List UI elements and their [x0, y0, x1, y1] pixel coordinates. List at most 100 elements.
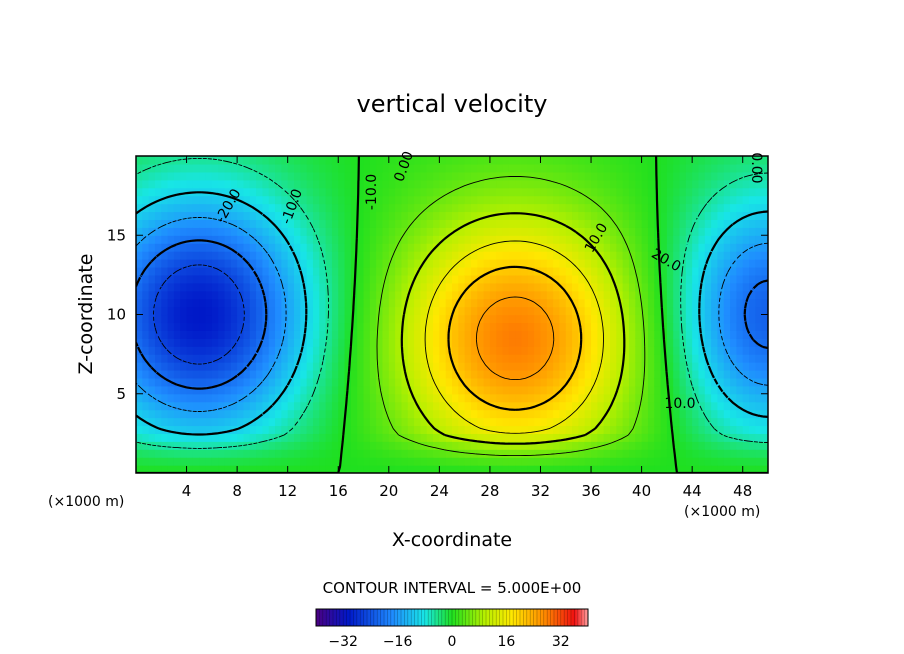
heatmap-cell [376, 369, 384, 379]
heatmap-cell [319, 274, 327, 284]
heatmap-cell [211, 187, 219, 197]
heatmap-cell [692, 433, 700, 442]
heatmap-cell [603, 266, 611, 276]
heatmap-cell [376, 227, 384, 236]
heatmap-cell [730, 163, 737, 173]
heatmap-cell [603, 163, 611, 173]
heatmap-cell [407, 377, 415, 387]
heatmap-cell [154, 219, 162, 228]
heatmap-cell [376, 211, 384, 221]
heatmap-cell [628, 465, 636, 473]
heatmap-cell [136, 235, 143, 244]
heatmap-cell [666, 449, 674, 458]
heatmap-cell [331, 330, 339, 339]
heatmap-cell [483, 266, 491, 276]
heatmap-cell [275, 449, 282, 458]
heatmap-cell [312, 227, 320, 236]
heatmap-cell [388, 203, 396, 213]
heatmap-cell [692, 338, 700, 347]
heatmap-cell [502, 298, 510, 308]
heatmap-cell [256, 235, 263, 244]
heatmap-cell [761, 266, 768, 276]
heatmap-cell [578, 298, 586, 308]
heatmap-cell [489, 393, 497, 403]
x-tick-label: 4 [182, 482, 192, 500]
heatmap-cell [489, 433, 497, 442]
heatmap-cell [230, 187, 238, 197]
heatmap-cell [401, 235, 409, 244]
heatmap-cell [224, 346, 232, 355]
heatmap-cell [211, 266, 219, 276]
heatmap-cell [148, 282, 156, 292]
heatmap-cell [647, 314, 655, 324]
heatmap-cell [312, 266, 320, 276]
heatmap-cell [654, 449, 662, 458]
heatmap-cell [237, 274, 245, 284]
heatmap-cell [534, 187, 542, 197]
heatmap-cell [603, 187, 611, 197]
heatmap-cell [591, 322, 598, 331]
heatmap-cell [692, 465, 700, 473]
heatmap-cell [559, 338, 567, 347]
heatmap-cell [243, 282, 251, 292]
heatmap-cell [597, 187, 605, 197]
heatmap-cell [622, 346, 630, 355]
heatmap-cell [559, 441, 567, 450]
heatmap-cell [338, 338, 346, 347]
heatmap-cell [420, 330, 428, 339]
heatmap-cell [388, 457, 396, 466]
heatmap-cell [192, 298, 200, 308]
heatmap-cell [294, 322, 301, 331]
heatmap-cell [287, 235, 295, 244]
heatmap-cell [515, 163, 523, 173]
heatmap-cell [142, 282, 150, 292]
heatmap-cell [173, 409, 181, 419]
heatmap-cell [357, 433, 365, 442]
heatmap-cell [395, 330, 403, 339]
heatmap-cell [730, 385, 737, 395]
heatmap-cell [666, 385, 674, 395]
heatmap-cell [312, 282, 320, 292]
heatmap-cell [192, 322, 200, 331]
heatmap-cell [205, 362, 213, 371]
heatmap-cell [388, 187, 396, 197]
heatmap-cell [641, 251, 649, 260]
contour-line [475, 296, 555, 381]
heatmap-cell [584, 330, 592, 339]
heatmap-cell [350, 393, 358, 403]
heatmap-cell [325, 401, 333, 411]
heatmap-cell [666, 354, 674, 363]
heatmap-cell [559, 322, 567, 331]
heatmap-cell [540, 243, 548, 252]
heatmap-cell [268, 354, 276, 363]
heatmap-cell [622, 425, 630, 434]
heatmap-cell [256, 338, 263, 347]
heatmap-cell [483, 282, 491, 292]
heatmap-cell [344, 290, 352, 300]
heatmap-cell [540, 156, 548, 165]
heatmap-cell [660, 385, 668, 395]
heatmap-cell [508, 425, 516, 434]
heatmap-cell [401, 171, 409, 181]
heatmap-cell [180, 322, 188, 331]
heatmap-cell [136, 306, 143, 316]
heatmap-cell [249, 156, 257, 165]
heatmap-cell [331, 243, 339, 252]
heatmap-cell [730, 338, 737, 347]
heatmap-cell [622, 187, 630, 197]
heatmap-cell [603, 457, 611, 466]
heatmap-cell [742, 282, 750, 292]
heatmap-cell [755, 401, 763, 411]
heatmap-cell [136, 227, 143, 236]
heatmap-cell [376, 385, 384, 395]
heatmap-cell [496, 266, 504, 276]
heatmap-cell [275, 156, 282, 165]
heatmap-cell [186, 235, 194, 244]
heatmap-cell [527, 314, 535, 324]
heatmap-cell [338, 243, 346, 252]
heatmap-cell [546, 298, 554, 308]
heatmap-cell [496, 163, 504, 173]
heatmap-cell [395, 449, 403, 458]
heatmap-cell [173, 195, 181, 205]
heatmap-cell [237, 338, 245, 347]
